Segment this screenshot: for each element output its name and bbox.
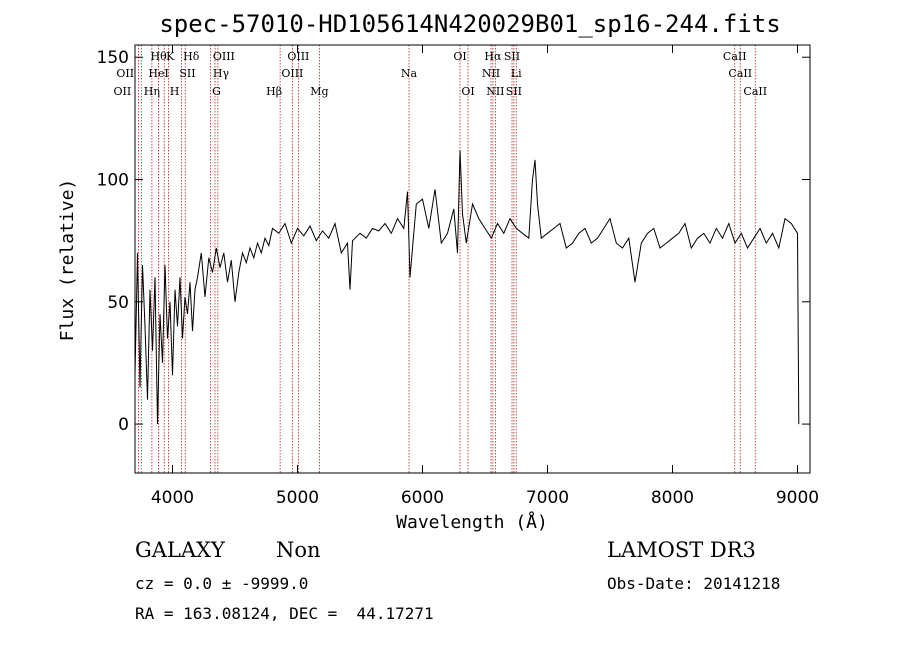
line-label-21: NII: [486, 85, 504, 98]
redshift-cz: cz = 0.0 ± -9999.0: [135, 574, 309, 593]
x-tick-label-3: 7000: [526, 488, 569, 508]
spectrum-series-line: [134, 150, 800, 425]
y-tick-label-0: 0: [118, 415, 129, 435]
line-label-5: K: [166, 50, 175, 63]
line-label-23: SII: [506, 85, 522, 98]
line-label-24: Li: [511, 67, 522, 80]
line-label-15: Mg: [310, 85, 328, 98]
spectral-line-labels: OII OII Hη Hθ HeI K H SII Hδ G Hγ OIII Hβ OIII OIII Mg N…: [114, 50, 768, 98]
line-label-17: OI: [453, 50, 466, 63]
line-label-8: Hδ: [183, 50, 200, 63]
line-label-9: G: [212, 85, 221, 98]
y-tick-label-2: 100: [97, 171, 129, 191]
y-axis-ticks: 0 50 100 150: [97, 48, 810, 435]
line-label-25: CaII: [723, 50, 747, 63]
line-label-19: NII: [482, 67, 500, 80]
x-tick-label-4: 8000: [651, 488, 694, 508]
spectral-line-markers: [137, 45, 756, 473]
line-label-4: HeI: [148, 67, 168, 80]
line-label-16: Na: [401, 67, 418, 80]
y-tick-label-1: 50: [107, 293, 129, 313]
line-label-3: Hθ: [151, 50, 168, 63]
object-subclass: Non: [276, 538, 321, 562]
ra-dec: RA = 163.08124, DEC = 44.17271: [135, 604, 434, 623]
x-axis-label: Wavelength (Å): [396, 511, 548, 533]
line-label-14: OIII: [287, 50, 309, 63]
line-label-10: Hγ: [213, 67, 230, 80]
survey-name: LAMOST DR3: [607, 538, 756, 562]
observation-date: Obs-Date: 20141218: [607, 574, 781, 593]
line-label-22: SII: [504, 50, 520, 63]
line-label-12: Hβ: [266, 85, 282, 98]
y-axis-label: Flux (relative): [57, 179, 78, 342]
line-label-1: OII: [116, 67, 134, 80]
line-label-11: OIII: [213, 50, 235, 63]
x-tick-label-2: 6000: [401, 488, 444, 508]
object-class: GALAXY: [135, 538, 225, 562]
line-label-2: Hη: [144, 85, 160, 98]
line-label-13: OIII: [281, 67, 303, 80]
x-tick-label-5: 9000: [776, 488, 819, 508]
line-label-0: OII: [114, 85, 132, 98]
x-tick-label-1: 5000: [276, 488, 319, 508]
chart-title: spec-57010-HD105614N420029B01_sp16-244.f…: [159, 10, 780, 38]
line-label-20: Hα: [484, 50, 502, 63]
line-label-6: H: [170, 85, 180, 98]
x-tick-label-0: 4000: [151, 488, 194, 508]
line-label-18: OI: [461, 85, 474, 98]
line-label-26: CaII: [728, 67, 752, 80]
x-axis-ticks: 4000 5000 6000 7000 8000 9000: [151, 45, 819, 508]
plot-frame: [134, 44, 811, 474]
line-label-7: SII: [179, 67, 195, 80]
y-tick-label-3: 150: [97, 48, 129, 68]
line-label-27: CaII: [743, 85, 767, 98]
